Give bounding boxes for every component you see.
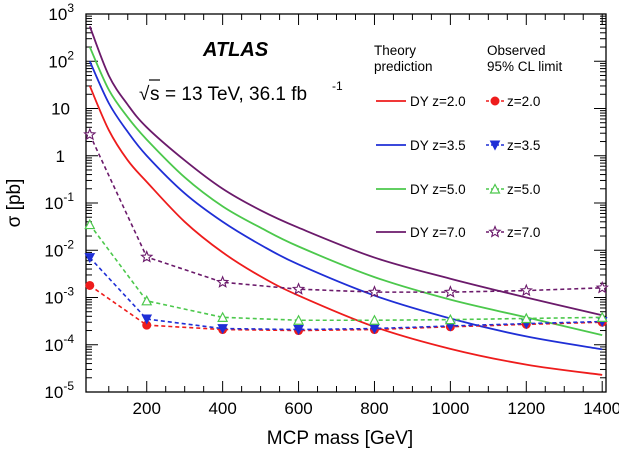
theory-line — [88, 25, 603, 317]
y-axis-label: σ [pb] — [4, 179, 25, 228]
x-tick-label: 1400 — [583, 399, 619, 418]
y-tick-label: 10-4 — [44, 332, 74, 355]
observed-point — [217, 311, 229, 322]
legend-observed-label: z=3.5 — [507, 138, 540, 153]
observed-lines — [83, 127, 609, 336]
observed-point — [141, 295, 153, 306]
legend-observed-label: z=5.0 — [507, 182, 540, 197]
y-tick-label: 1 — [56, 147, 65, 166]
observed-point — [83, 127, 97, 141]
x-tick-label: 1200 — [507, 399, 545, 418]
legend-observed-label: z=2.0 — [507, 94, 540, 109]
theory-lines — [88, 25, 603, 376]
theory-line — [88, 46, 603, 336]
observed-point — [293, 325, 304, 336]
y-tick-label: 10 — [51, 100, 70, 119]
legend-observed-marker — [489, 183, 501, 194]
x-tick-label: 200 — [133, 399, 161, 418]
y-tick-label: 10-1 — [44, 190, 74, 213]
observed-point — [519, 283, 533, 297]
legend-theory-label: DY z=2.0 — [410, 94, 466, 109]
experiment-label: ATLAS — [202, 39, 269, 61]
y-tick-label: 10-3 — [44, 285, 74, 308]
observed-point — [444, 313, 456, 325]
x-tick-label: 400 — [208, 399, 236, 418]
legend-observed-marker — [490, 96, 500, 106]
x-tick-label: 800 — [360, 399, 388, 418]
x-tick-labels: 200 400 600 800 1000 1200 1400 — [133, 399, 619, 418]
observed-point — [217, 324, 228, 335]
energy-label: = 13 TeV, 36.1 fb — [165, 84, 307, 105]
legend-observed-header-2: 95% CL limit — [487, 59, 563, 74]
observed-point — [215, 275, 230, 288]
theory-line — [88, 60, 603, 351]
observed-point — [520, 312, 532, 324]
x-axis-label: MCP mass [GeV] — [267, 428, 413, 449]
legend-theory-label: DY z=7.0 — [410, 225, 466, 240]
y-tick-label: 103 — [48, 1, 74, 24]
legend-observed-marker — [488, 225, 502, 238]
legend: Theory prediction Observed 95% CL limit … — [374, 43, 563, 240]
x-tick-label: 600 — [284, 399, 312, 418]
sqrt-symbol: √ — [139, 84, 150, 105]
observed-point — [595, 280, 609, 294]
energy-annotation: √ s = 13 TeV, 36.1 fb -1 — [139, 79, 343, 105]
y-tick-label: 10-2 — [44, 237, 74, 260]
observed-point — [85, 280, 95, 290]
observed-line — [89, 224, 603, 322]
energy-superscript: -1 — [332, 79, 343, 93]
observed-point — [293, 314, 305, 325]
legend-theory-header-1: Theory — [374, 43, 416, 58]
x-tick-label: 1000 — [431, 399, 469, 418]
legend-theory-header-2: prediction — [374, 59, 433, 74]
observed-line — [89, 134, 603, 293]
observed-point — [443, 285, 458, 298]
legend-observed-marker — [489, 140, 501, 151]
observed-point — [140, 249, 154, 263]
legend-observed-label: z=7.0 — [507, 225, 540, 240]
observed-point — [596, 311, 608, 322]
sqrt-s: s — [150, 84, 160, 105]
legend-observed-header-1: Observed — [487, 43, 546, 58]
observed-point — [367, 285, 382, 298]
theory-line — [88, 85, 603, 376]
y-tick-label: 102 — [48, 48, 74, 71]
observed-point — [84, 218, 96, 230]
observed-point — [84, 253, 96, 264]
observed-line — [89, 257, 603, 331]
legend-theory-label: DY z=3.5 — [410, 138, 466, 153]
y-tick-label: 10-5 — [44, 379, 74, 402]
legend-theory-label: DY z=5.0 — [410, 182, 466, 197]
observed-point — [368, 314, 380, 325]
observed-point — [291, 282, 306, 295]
observed-point — [141, 314, 153, 325]
